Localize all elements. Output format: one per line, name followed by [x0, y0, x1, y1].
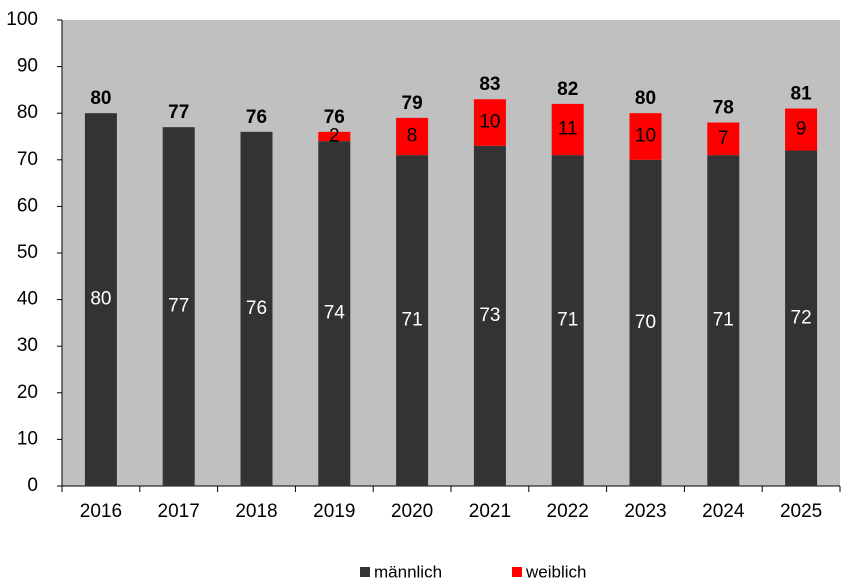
bar-segment — [84, 113, 117, 486]
value-label: 72 — [791, 307, 812, 328]
y-tick-label: 40 — [17, 289, 38, 310]
x-tick-label: 2024 — [702, 501, 745, 522]
legend-label: männlich — [374, 562, 442, 581]
bar-segment — [551, 155, 584, 486]
bar-segment — [318, 131, 351, 142]
value-label: 7 — [718, 128, 729, 149]
x-tick-label: 2022 — [547, 501, 589, 522]
y-tick-label: 80 — [17, 102, 38, 123]
x-tick-label: 2020 — [391, 501, 433, 522]
y-tick-label: 50 — [17, 242, 38, 263]
total-label: 81 — [791, 84, 813, 105]
x-tick-label: 2023 — [624, 501, 666, 522]
bar-segment — [396, 117, 429, 156]
total-label: 76 — [246, 107, 267, 128]
bar-segment — [785, 108, 818, 151]
value-label: 76 — [246, 298, 267, 319]
total-label: 83 — [479, 74, 500, 95]
value-label: 2 — [329, 126, 340, 147]
value-label: 8 — [407, 126, 418, 147]
value-label: 73 — [479, 305, 500, 326]
value-label: 71 — [557, 310, 578, 331]
total-label: 80 — [635, 88, 656, 109]
y-tick-label: 10 — [17, 428, 38, 449]
value-label: 11 — [558, 119, 578, 140]
y-tick-label: 0 — [27, 475, 38, 496]
value-label: 74 — [324, 303, 346, 324]
value-label: 77 — [168, 296, 189, 317]
value-label: 70 — [635, 312, 656, 333]
bar-segment — [707, 122, 740, 156]
total-label: 82 — [557, 79, 578, 100]
y-tick-label: 100 — [6, 9, 38, 30]
legend-swatch — [360, 567, 370, 577]
total-label: 77 — [168, 102, 189, 123]
bar-segment — [473, 99, 506, 146]
value-label: 10 — [479, 112, 500, 133]
bar-segment — [473, 145, 506, 486]
total-label: 80 — [90, 88, 111, 109]
x-tick-label: 2025 — [780, 501, 822, 522]
bar-segment — [240, 131, 273, 486]
value-label: 71 — [713, 310, 734, 331]
legend-label: weiblich — [525, 562, 586, 581]
bar-segment — [629, 159, 662, 487]
value-label: 71 — [402, 310, 423, 331]
bar-segment — [318, 141, 351, 486]
y-tick-label: 70 — [17, 149, 38, 170]
x-tick-label: 2016 — [80, 501, 122, 522]
x-tick-label: 2021 — [469, 501, 511, 522]
y-tick-label: 60 — [17, 195, 38, 216]
bar-segment — [396, 155, 429, 486]
value-label: 9 — [796, 119, 807, 140]
total-label: 78 — [713, 98, 734, 119]
y-tick-label: 30 — [17, 335, 38, 356]
total-label: 76 — [324, 107, 345, 128]
bar-segment — [629, 113, 662, 160]
value-label: 10 — [635, 126, 656, 147]
y-tick-label: 90 — [17, 56, 38, 77]
bar-segment — [785, 150, 818, 487]
value-label: 80 — [90, 289, 111, 310]
bar-segment — [707, 155, 740, 486]
x-tick-label: 2018 — [235, 501, 277, 522]
y-tick-label: 20 — [17, 382, 38, 403]
x-tick-label: 2017 — [158, 501, 200, 522]
legend-swatch — [512, 567, 522, 577]
total-label: 79 — [402, 93, 423, 114]
bar-segment — [551, 103, 584, 156]
bar-segment — [162, 127, 195, 487]
x-tick-label: 2019 — [313, 501, 355, 522]
